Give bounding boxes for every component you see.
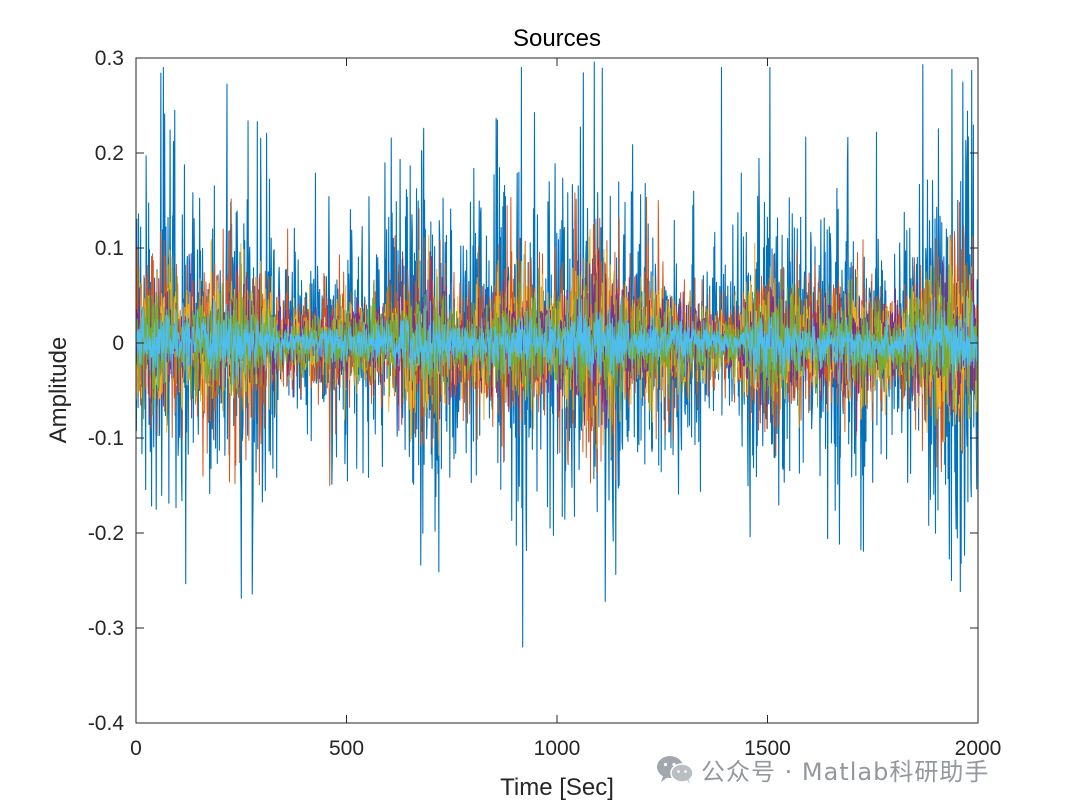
y-tick-label: 0.1 bbox=[95, 237, 124, 260]
x-axis-label: Time [Sec] bbox=[500, 774, 614, 801]
y-tick-label: -0.1 bbox=[88, 427, 124, 450]
y-tick-label: -0.3 bbox=[88, 617, 124, 640]
y-tick-label: 0.2 bbox=[95, 142, 124, 165]
chart-title: Sources bbox=[513, 25, 601, 52]
y-tick-label: -0.4 bbox=[88, 712, 125, 735]
y-axis-label: Amplitude bbox=[45, 337, 72, 444]
y-tick-label: 0 bbox=[112, 332, 124, 355]
x-tick-label: 500 bbox=[329, 737, 364, 760]
y-tick-label: -0.2 bbox=[88, 522, 124, 545]
x-tick-label: 1500 bbox=[744, 737, 791, 760]
series-layer bbox=[136, 61, 978, 648]
ticks: 0 500 1000 1500 2000 -0.4 -0.3 -0.2 -0.1 0 0.1 0.2 0… bbox=[88, 47, 1002, 760]
y-tick-label: 0.3 bbox=[95, 47, 124, 70]
x-tick-label: 0 bbox=[130, 737, 142, 760]
watermark-text: 公众号 · Matlab科研助手 bbox=[701, 757, 990, 786]
x-tick-label: 2000 bbox=[955, 737, 1002, 760]
x-tick-label: 1000 bbox=[534, 737, 581, 760]
watermark: 公众号 · Matlab科研助手 bbox=[655, 752, 989, 786]
wechat-icon bbox=[655, 753, 695, 785]
series-line-6 bbox=[136, 296, 978, 391]
